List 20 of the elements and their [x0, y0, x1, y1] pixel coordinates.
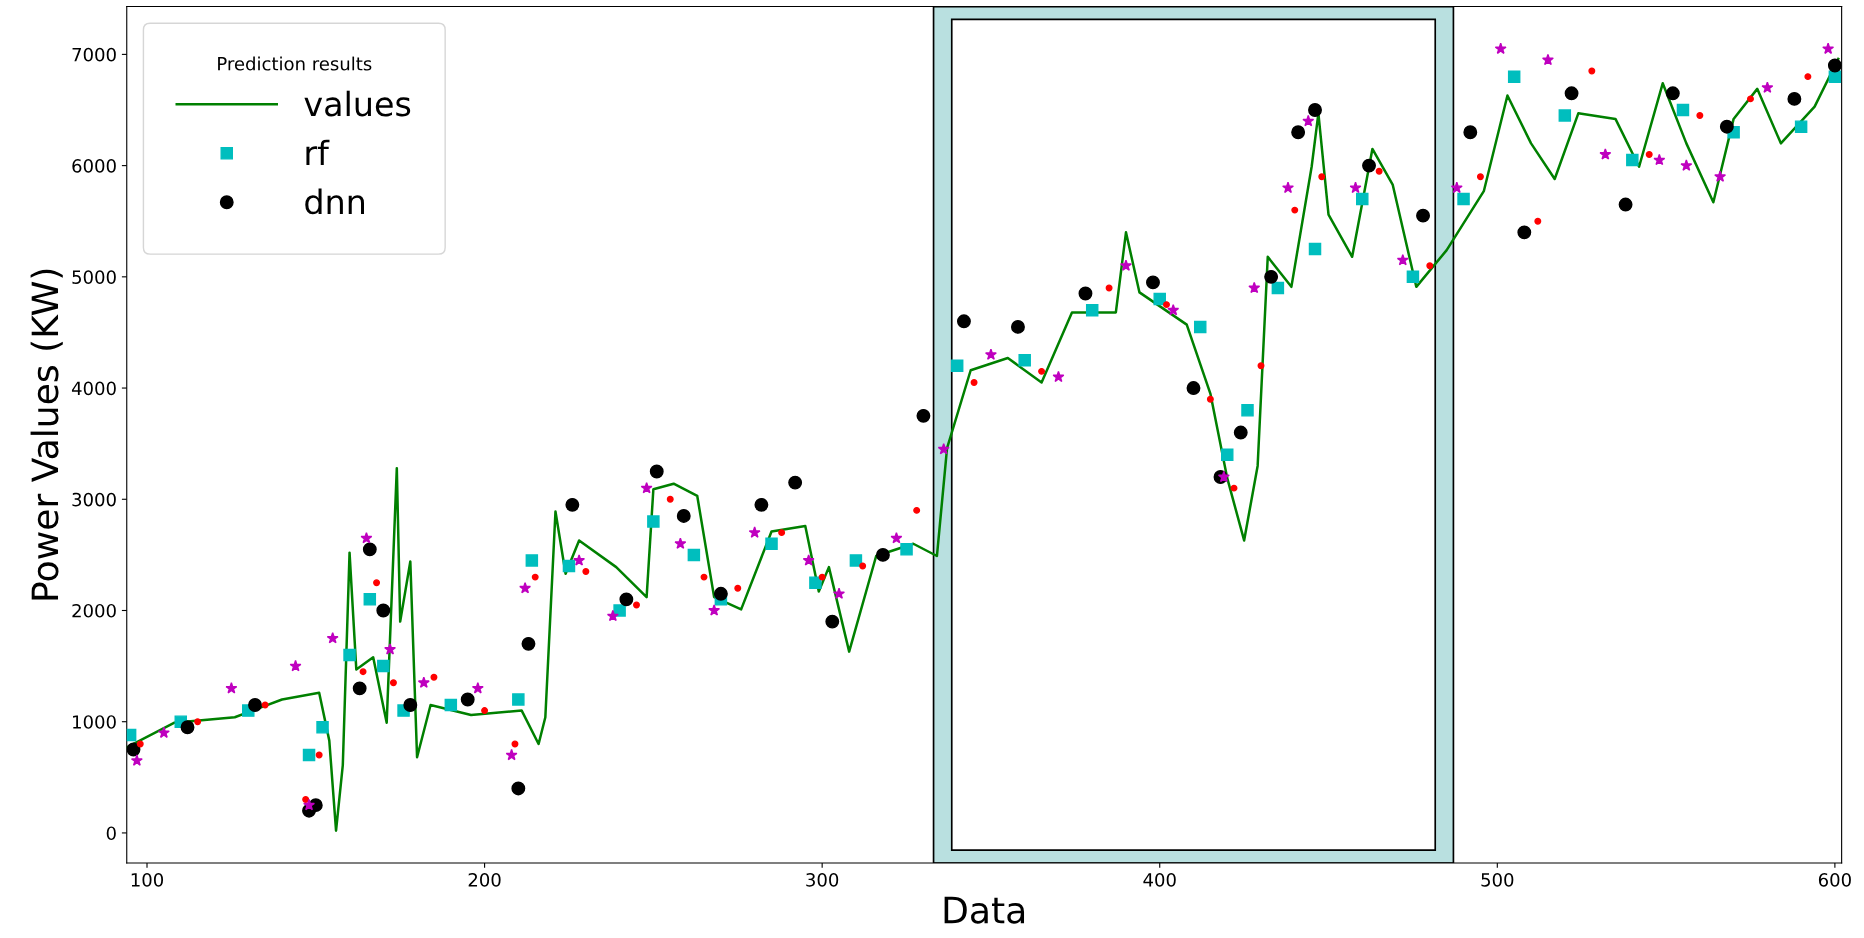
- legend-label: values: [304, 90, 411, 117]
- y-tick-label: 4000: [71, 381, 116, 396]
- y-tick-label: 0: [106, 826, 116, 841]
- x-tick-label: 300: [806, 873, 839, 887]
- legend-label: dnn: [305, 188, 364, 215]
- y-tick-label: 1000: [73, 715, 116, 729]
- y-tick-label: 7000: [72, 47, 116, 62]
- y-tick-label: 3000: [72, 492, 116, 507]
- x-axis-title: Data: [944, 896, 1025, 924]
- x-tick-label: 100: [131, 873, 164, 887]
- x-tick-label: 600: [1818, 873, 1851, 887]
- x-tick-label: 200: [468, 873, 501, 887]
- legend-title: Prediction results: [218, 56, 372, 71]
- y-axis-title: Power Values (KW): [30, 269, 63, 600]
- x-tick-label: 400: [1143, 873, 1176, 887]
- y-tick-label: 5000: [72, 270, 116, 284]
- x-tick-label: 500: [1481, 873, 1514, 887]
- legend-label: rf: [306, 139, 330, 165]
- y-tick-label: 2000: [72, 603, 116, 618]
- y-tick-label: 6000: [72, 159, 116, 173]
